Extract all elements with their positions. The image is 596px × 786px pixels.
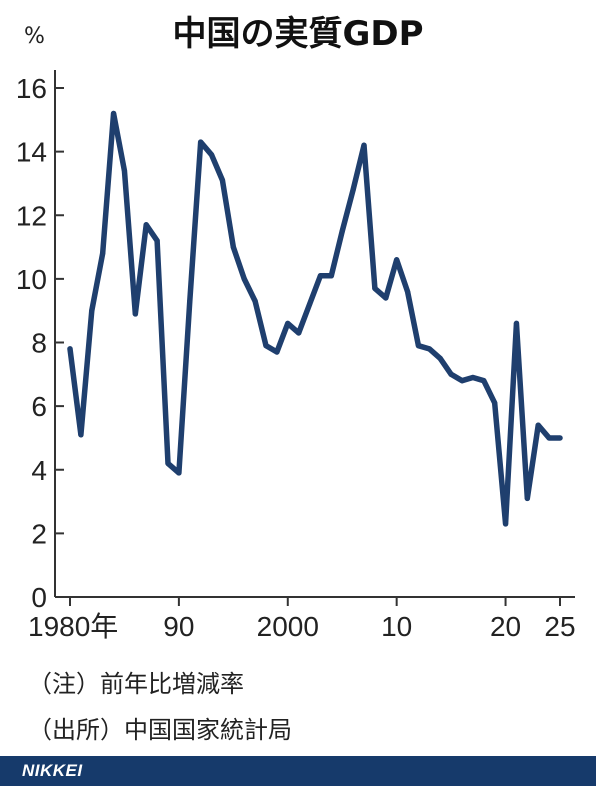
x-tick-label: 25: [544, 611, 575, 642]
data-point-1992: [198, 139, 204, 145]
data-point-2017: [470, 374, 476, 381]
y-tick-label: 4: [31, 455, 47, 486]
chart-title: 中国の実質GDP: [172, 14, 424, 54]
data-point-2019: [492, 400, 498, 406]
data-points: [67, 110, 563, 527]
x-axis-ticks: 1980年 90 2000 10 20 25: [28, 597, 576, 642]
data-point-2011: [404, 289, 411, 295]
data-point-1983: [100, 250, 106, 257]
y-tick-label: 6: [31, 391, 47, 422]
data-point-1989: [165, 460, 171, 466]
data-point-2009: [383, 295, 389, 301]
data-point-2025: [557, 435, 563, 441]
data-point-2015: [448, 371, 454, 377]
x-tick-label: 1980年: [28, 611, 118, 642]
data-point-1995: [230, 244, 236, 250]
y-tick-label: 16: [16, 73, 47, 104]
data-point-2013: [426, 346, 432, 352]
data-point-1994: [219, 177, 226, 183]
x-tick-label: 20: [490, 611, 521, 642]
data-point-1996: [241, 276, 247, 282]
footer-bar: NIKKEI: [0, 756, 596, 786]
data-point-2006: [350, 187, 356, 193]
note-text: （注）前年比増減率: [28, 670, 244, 698]
source-text: （出所）中国国家統計局: [28, 716, 292, 744]
data-point-1998: [263, 343, 269, 349]
y-tick-label: 12: [16, 200, 47, 231]
y-tick-label: 8: [31, 328, 47, 359]
y-axis-unit: %: [24, 24, 45, 49]
data-point-1986: [132, 311, 138, 317]
data-point-1984: [110, 110, 117, 117]
data-point-1985: [121, 168, 128, 174]
data-point-2000: [285, 320, 291, 327]
data-point-2018: [481, 378, 487, 384]
series-line-gdp-growth: [67, 110, 563, 527]
data-point-2005: [339, 228, 345, 234]
data-point-2021: [513, 320, 520, 327]
data-point-2016: [459, 378, 465, 384]
data-point-2024: [546, 435, 552, 441]
data-point-1990: [176, 470, 182, 476]
y-tick-label: 10: [16, 264, 47, 295]
line-chart: 0 2 4 6 8 10 12 14 16 1980年 90 2000 10 20 25: [16, 70, 576, 642]
y-tick-label: 14: [16, 137, 47, 168]
data-point-1991: [187, 298, 193, 304]
y-axis-ticks: 0 2 4 6 8 10 12 14 16: [16, 73, 64, 613]
data-point-2001: [296, 330, 302, 336]
data-point-2022: [524, 495, 530, 501]
data-point-1993: [208, 152, 215, 158]
data-point-1988: [154, 238, 160, 244]
data-point-2010: [394, 257, 400, 263]
data-point-1999: [274, 349, 280, 355]
data-point-2012: [415, 343, 422, 349]
data-point-1997: [252, 298, 258, 304]
y-tick-label: 2: [31, 518, 47, 549]
y-tick-label: 0: [31, 582, 47, 613]
data-point-2002: [306, 301, 313, 307]
x-tick-label: 90: [163, 611, 194, 642]
data-point-2003: [317, 273, 324, 279]
data-point-2020: [502, 521, 509, 527]
data-point-2008: [372, 285, 378, 292]
data-point-2004: [328, 273, 334, 279]
x-tick-label: 10: [381, 611, 412, 642]
data-point-1980: [67, 346, 73, 352]
data-point-2023: [535, 422, 541, 428]
data-point-1981: [78, 432, 84, 438]
data-point-2014: [437, 355, 443, 362]
data-point-2007: [361, 142, 367, 148]
data-point-1982: [89, 308, 95, 314]
x-tick-label: 2000: [257, 611, 319, 642]
data-point-1987: [143, 222, 149, 228]
brand-logo: NIKKEI: [22, 761, 83, 780]
